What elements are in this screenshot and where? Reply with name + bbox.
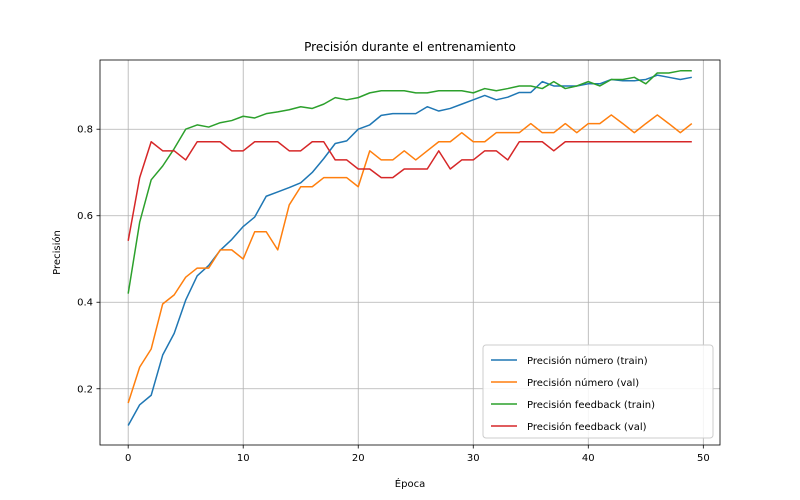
y-tick-label: 0.8 bbox=[77, 125, 93, 136]
x-tick-label: 40 bbox=[582, 453, 595, 464]
series-line-2 bbox=[127, 114, 693, 404]
legend-label: Precisión número (val) bbox=[527, 377, 639, 389]
legend-box bbox=[482, 344, 714, 439]
grid bbox=[100, 60, 720, 445]
x-tick-label: 20 bbox=[352, 453, 365, 464]
x-tick-label: 10 bbox=[237, 453, 250, 464]
chart-title: Precisión durante el entrenamiento bbox=[304, 40, 516, 54]
x-tick-label: 30 bbox=[467, 453, 480, 464]
y-axis-title: Precisión bbox=[51, 230, 63, 275]
legend: Precisión número (train) Precisión número… bbox=[482, 344, 714, 439]
y-tick-label: 0.6 bbox=[77, 211, 93, 222]
series-line-3 bbox=[127, 70, 692, 294]
y-tick-label: 0.4 bbox=[77, 298, 93, 309]
legend-label: Precisión feedback (val) bbox=[527, 421, 647, 433]
axes-frame bbox=[99, 59, 721, 446]
series-line-1 bbox=[127, 74, 692, 426]
legend-label: Precisión número (train) bbox=[527, 355, 648, 367]
y-tick-label: 0.2 bbox=[77, 384, 93, 395]
legend-label: Precisión feedback (train) bbox=[527, 399, 655, 411]
x-tick-label: 50 bbox=[697, 453, 710, 464]
plot-area bbox=[127, 70, 693, 426]
axis-ticks: 0 10 20 30 40 50 0.2 0.4 0.6 0.8 bbox=[77, 125, 710, 464]
x-tick-label: 0 bbox=[125, 453, 131, 464]
x-axis-title: Época bbox=[395, 477, 425, 490]
series-line-4 bbox=[127, 141, 692, 241]
